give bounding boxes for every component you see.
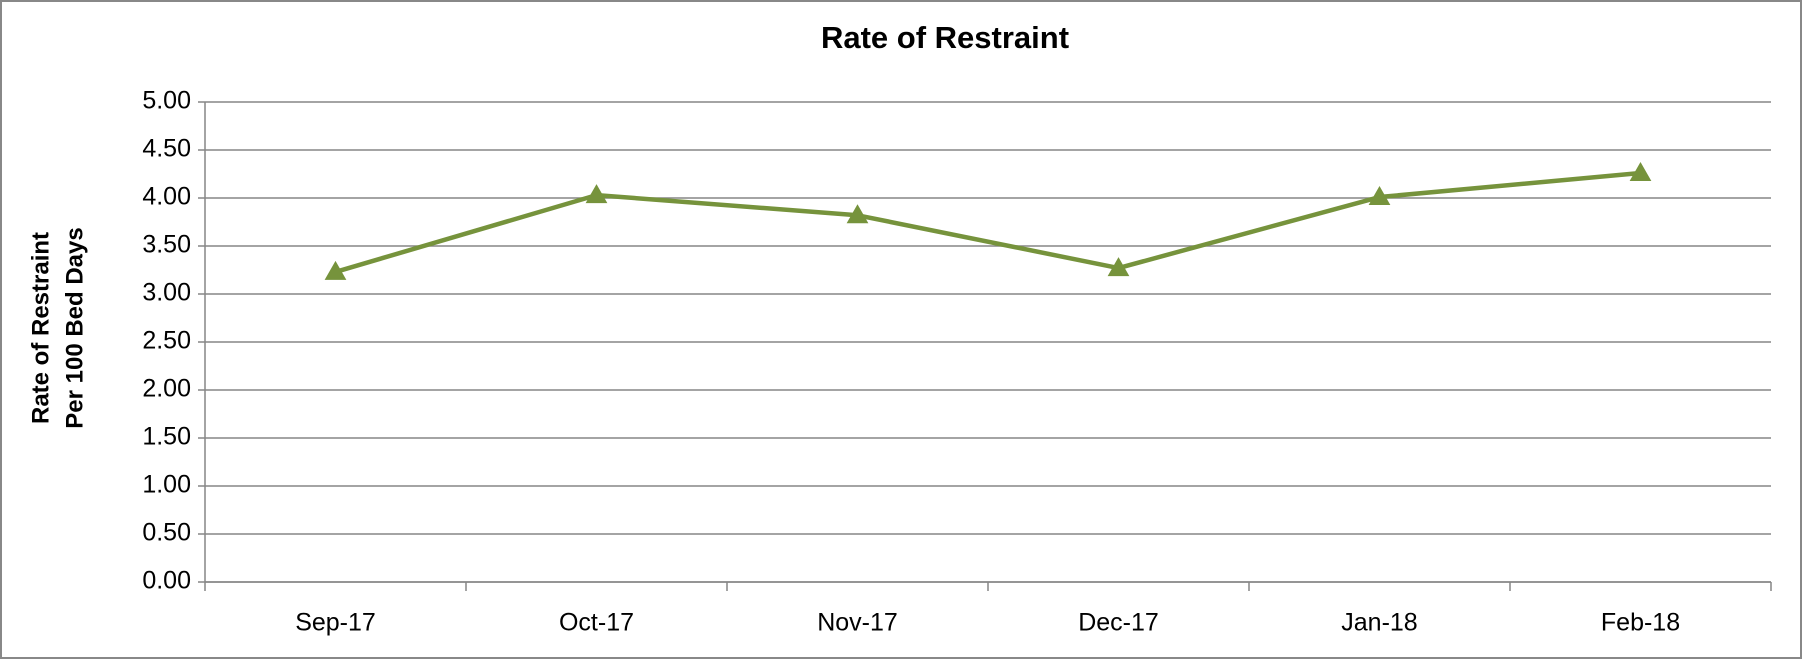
y-tick-label: 1.50 [142, 423, 191, 451]
x-tick-label: Dec-17 [1078, 609, 1159, 637]
y-tick-label: 0.00 [142, 567, 191, 595]
x-tick-label: Sep-17 [295, 609, 376, 637]
y-axis-title: Rate of Restraint [27, 232, 54, 424]
marker [1107, 257, 1130, 277]
marker [324, 260, 347, 280]
marker [585, 184, 608, 204]
y-tick-label: 0.50 [142, 519, 191, 547]
y-tick-label: 4.50 [142, 135, 191, 163]
y-tick-label: 5.00 [142, 87, 191, 115]
x-tick-label: Oct-17 [559, 609, 634, 637]
y-tick-label: 2.00 [142, 375, 191, 403]
x-tick-label: Jan-18 [1341, 609, 1417, 637]
chart-title: Rate of Restraint [821, 20, 1069, 55]
y-tick-label: 3.00 [142, 279, 191, 307]
marker [1368, 186, 1391, 206]
series-line [334, 170, 1641, 275]
x-tick-label: Nov-17 [817, 609, 898, 637]
y-tick-label: 2.50 [142, 327, 191, 355]
marker [1629, 162, 1652, 182]
marker [846, 204, 869, 224]
y-axis-title: Per 100 Bed Days [61, 227, 88, 428]
x-tick-label: Feb-18 [1601, 609, 1680, 637]
y-tick-label: 3.50 [142, 231, 191, 259]
y-tick-label: 4.00 [142, 183, 191, 211]
y-tick-label: 1.00 [142, 471, 191, 499]
